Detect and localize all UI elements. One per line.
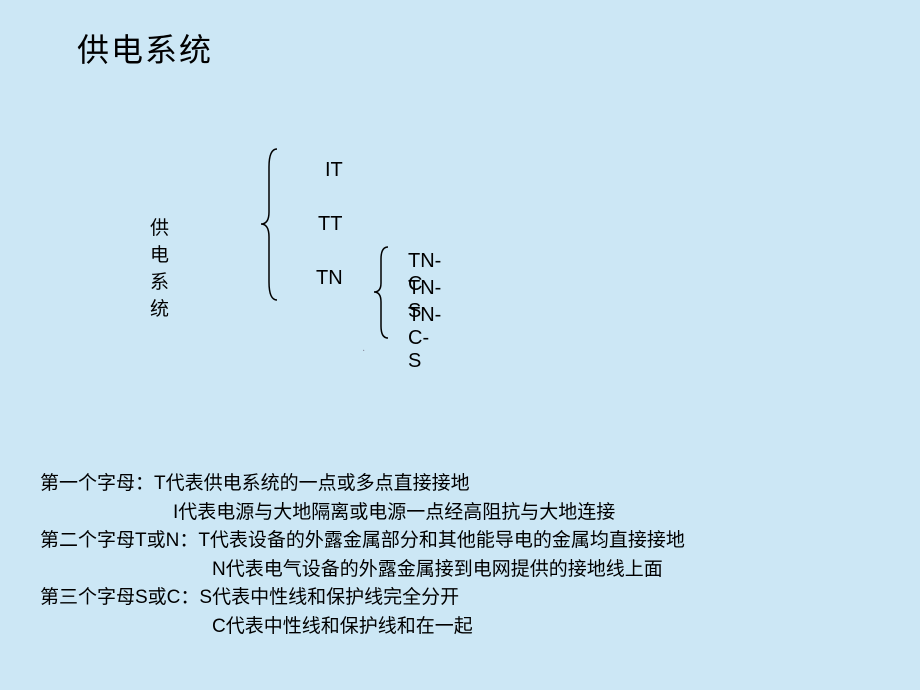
item-tn: TN [316,267,343,290]
page-title: 供电系统 [77,25,213,71]
brace-tn [368,245,393,340]
item-tncs: TN-C-S [408,304,441,373]
explain-line-2: I代表电源与大地隔离或电源一点经高阻抗与大地连接 [40,499,685,528]
item-tt: TT [318,213,342,236]
explanation-block: 第一个字母：T代表供电系统的一点或多点直接接地 I代表电源与大地隔离或电源一点经… [40,470,685,641]
brace-main [255,147,285,302]
explain-line-1: 第一个字母：T代表供电系统的一点或多点直接接地 [40,470,685,499]
diagram-root-label: 供电系统 [150,213,169,321]
explain-line-4: N代表电气设备的外露金属接到电网提供的接地线上面 [40,556,685,585]
item-it: IT [325,159,343,182]
center-marker: · [362,346,365,357]
explain-line-6: C代表中性线和保护线和在一起 [40,613,685,642]
explain-line-5: 第三个字母S或C：S代表中性线和保护线完全分开 [40,584,685,613]
explain-line-3: 第二个字母T或N：T代表设备的外露金属部分和其他能导电的金属均直接接地 [40,527,685,556]
